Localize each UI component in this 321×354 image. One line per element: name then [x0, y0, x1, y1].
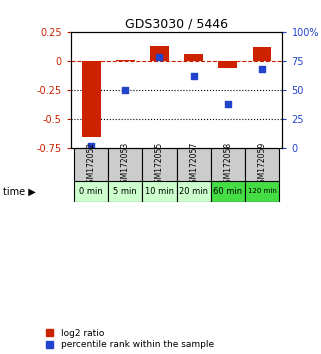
Point [123, 87, 128, 93]
Bar [253, 47, 271, 61]
FancyBboxPatch shape [74, 148, 108, 181]
Text: GSM172052: GSM172052 [87, 142, 96, 188]
FancyBboxPatch shape [245, 148, 279, 181]
Text: GSM172053: GSM172053 [121, 141, 130, 188]
FancyBboxPatch shape [143, 148, 177, 181]
Text: time ▶: time ▶ [3, 186, 36, 196]
FancyBboxPatch shape [211, 181, 245, 202]
FancyBboxPatch shape [143, 181, 177, 202]
Text: 10 min: 10 min [145, 187, 174, 196]
Text: 0 min: 0 min [79, 187, 103, 196]
Title: GDS3030 / 5446: GDS3030 / 5446 [125, 18, 228, 31]
Point [157, 55, 162, 60]
Text: GSM172057: GSM172057 [189, 141, 198, 188]
FancyBboxPatch shape [74, 181, 108, 202]
Point [225, 101, 230, 107]
Bar [116, 60, 135, 61]
Point [259, 66, 265, 72]
Bar [150, 46, 169, 61]
FancyBboxPatch shape [108, 181, 143, 202]
Text: 120 min: 120 min [247, 188, 276, 194]
Bar [184, 54, 203, 61]
Bar [82, 61, 100, 137]
Text: 5 min: 5 min [113, 187, 137, 196]
Legend: log2 ratio, percentile rank within the sample: log2 ratio, percentile rank within the s… [46, 329, 214, 349]
Text: 20 min: 20 min [179, 187, 208, 196]
FancyBboxPatch shape [177, 148, 211, 181]
FancyBboxPatch shape [245, 181, 279, 202]
FancyBboxPatch shape [108, 148, 143, 181]
Bar [218, 61, 237, 68]
Point [89, 143, 94, 149]
FancyBboxPatch shape [177, 181, 211, 202]
Text: 60 min: 60 min [213, 187, 242, 196]
Text: GSM172059: GSM172059 [257, 141, 266, 188]
FancyBboxPatch shape [211, 148, 245, 181]
Text: GSM172058: GSM172058 [223, 142, 232, 188]
Text: GSM172055: GSM172055 [155, 141, 164, 188]
Point [191, 73, 196, 79]
